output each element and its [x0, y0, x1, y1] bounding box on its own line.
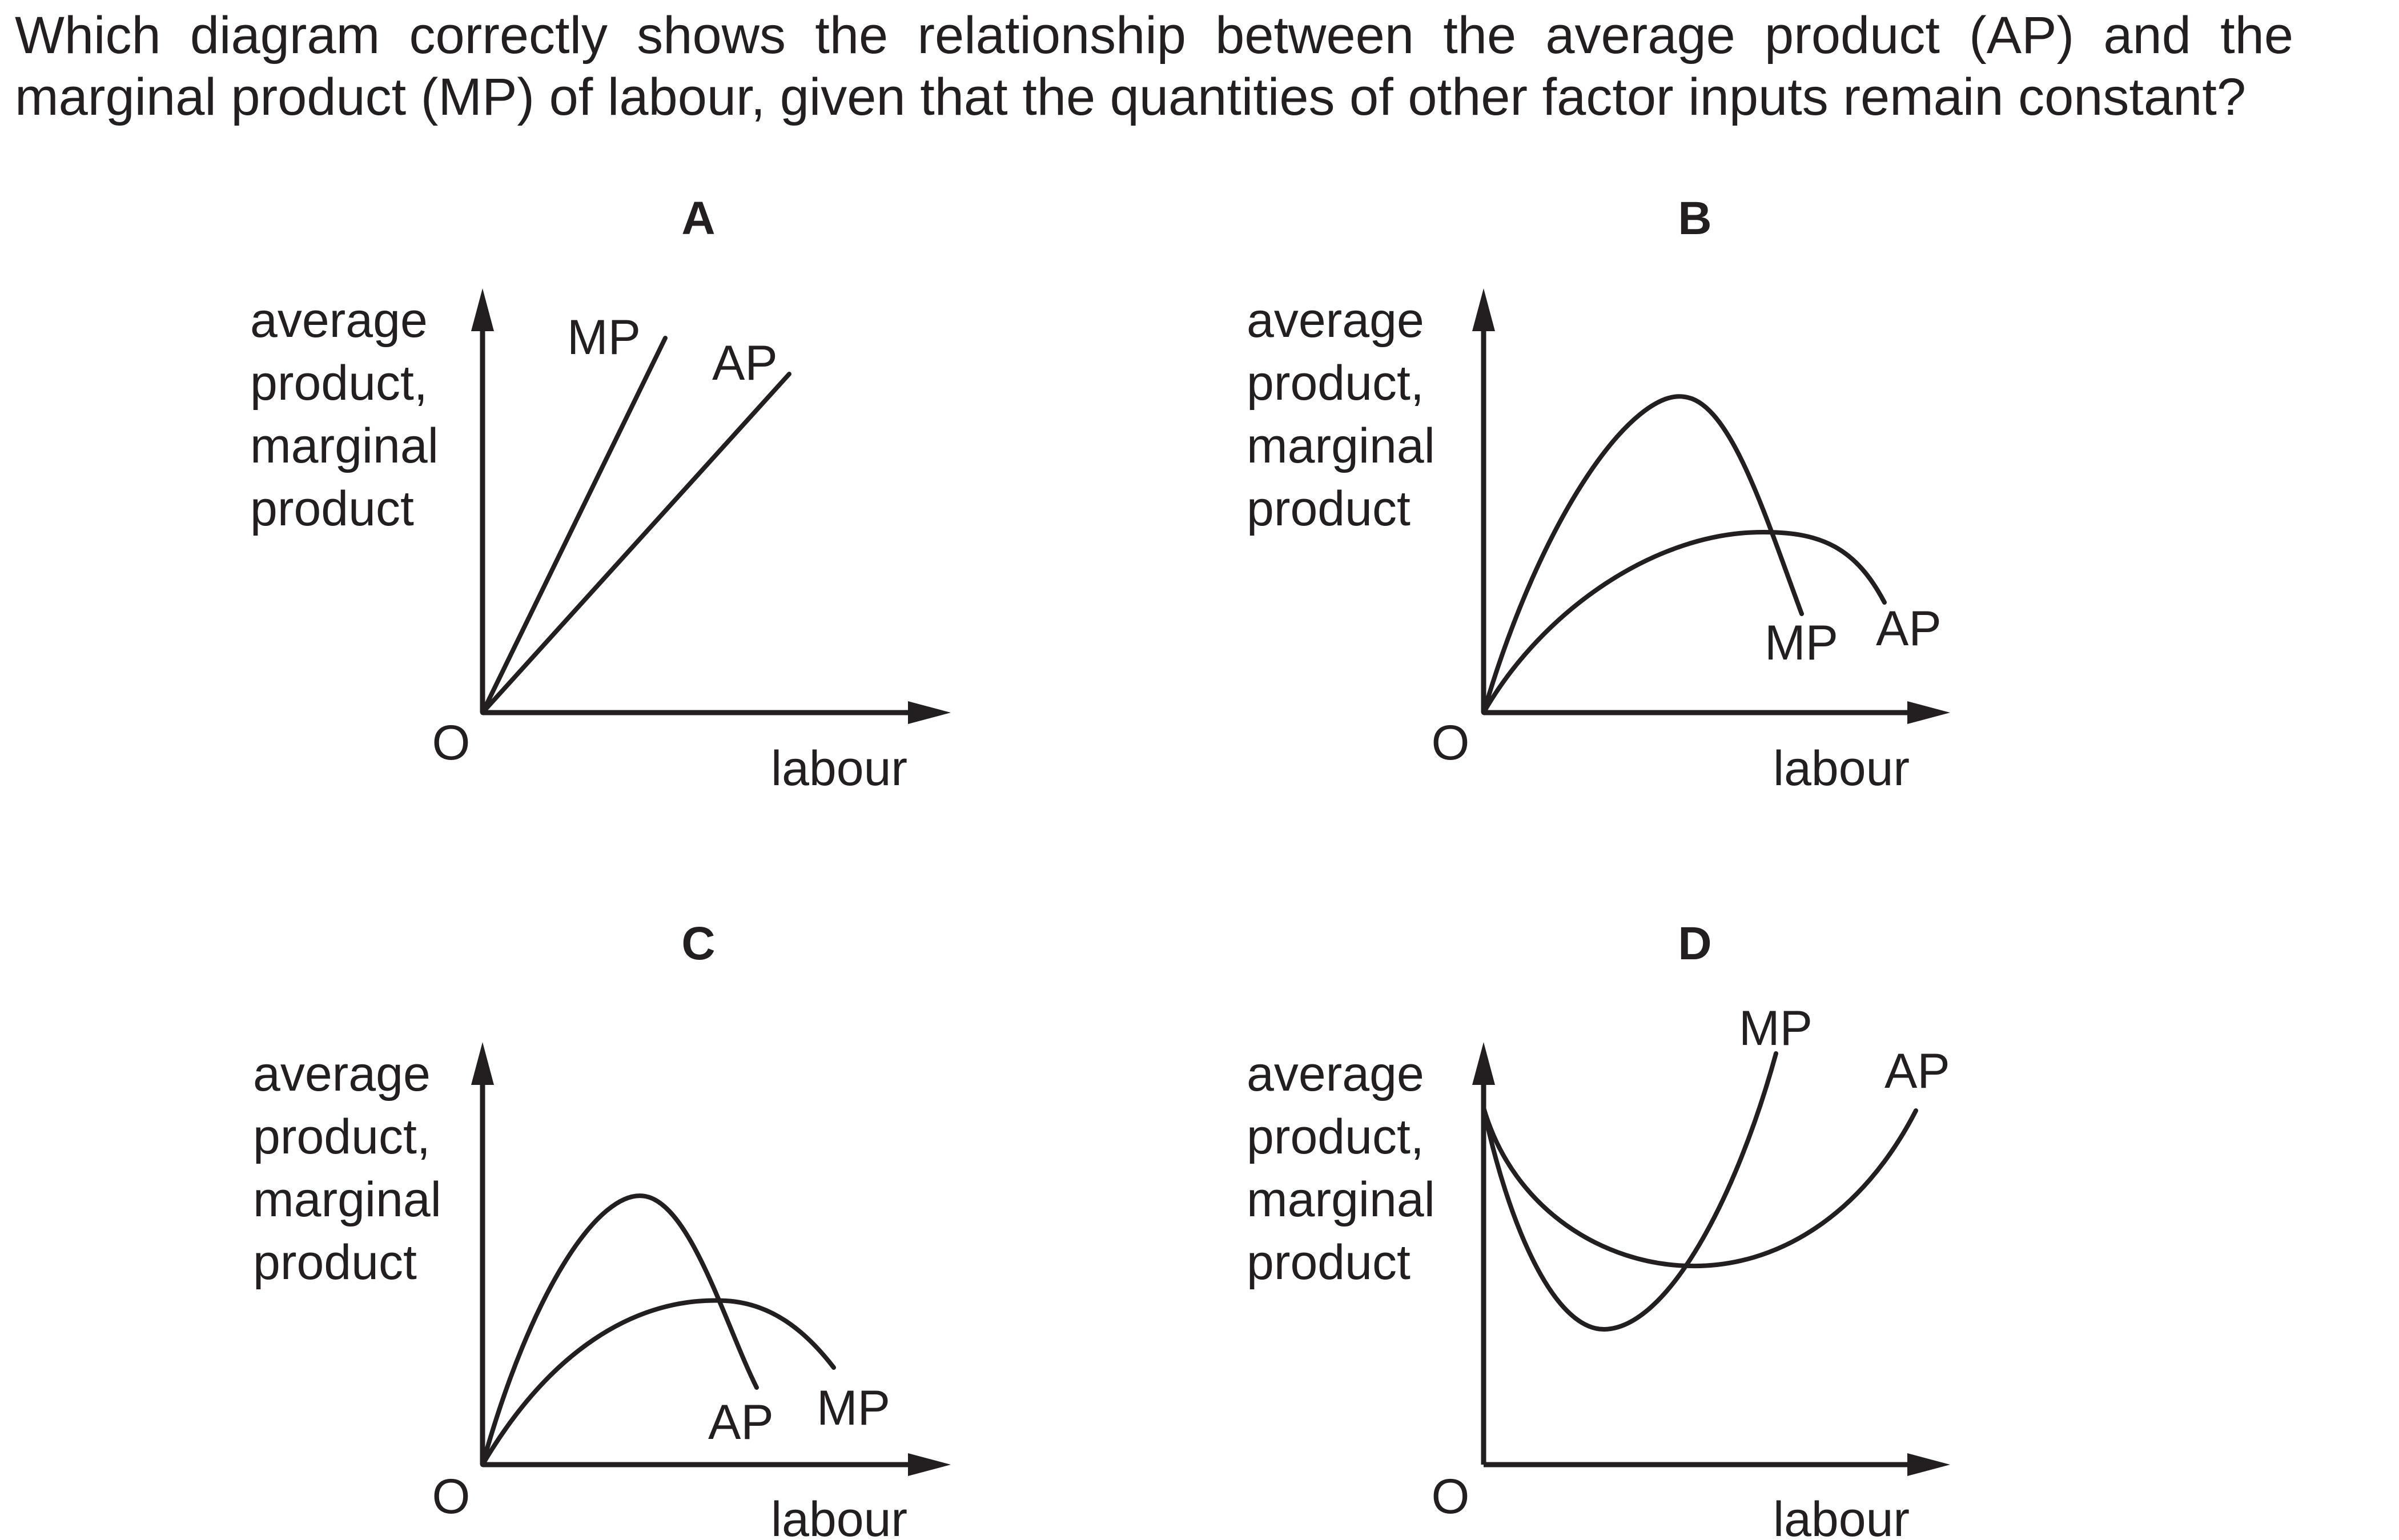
panel-a-ap-label: AP [712, 336, 778, 391]
panel-c-y-axis-arrow [471, 1042, 494, 1085]
panel-c-y-label-line1: average [253, 1047, 431, 1101]
panel-c-letter: C [681, 918, 715, 970]
panel-b-mp-curve [1481, 394, 1804, 715]
panel-c-x-label: labour [771, 1492, 907, 1540]
panel-d-y-axis-arrow [1472, 1042, 1495, 1085]
question-text: Which diagram correctly shows the relati… [15, 6, 2293, 126]
panel-a-y-label-line2: product, [250, 356, 428, 411]
panel-a-y-axis-arrow [471, 288, 494, 331]
panel-d-x-label: labour [1773, 1492, 1910, 1540]
panel-b: B average product, marginal product O la… [1247, 192, 1950, 796]
panel-d-letter: D [1678, 918, 1711, 970]
panel-a-y-label-line3: marginal [250, 419, 439, 473]
panel-a-origin-label: O [432, 715, 471, 770]
panel-b-y-axis-arrow [1472, 288, 1495, 331]
panel-c-y-label-line4: product [253, 1235, 417, 1290]
panel-d-y-label-line4: product [1247, 1235, 1411, 1290]
panel-b-y-label-line3: marginal [1247, 419, 1435, 473]
panel-c-mp-label: MP [817, 1381, 890, 1436]
panel-d-y-label-line3: marginal [1247, 1172, 1435, 1227]
panel-b-letter: B [1678, 192, 1711, 244]
panel-a-x-axis-arrow [908, 701, 951, 724]
panel-d-origin-label: O [1432, 1469, 1470, 1524]
panel-c-ap-curve [480, 1193, 759, 1467]
panel-a-x-label: labour [771, 741, 907, 796]
panel-d-mp-label: MP [1739, 1001, 1813, 1056]
panel-d-mp-curve [1481, 1051, 1778, 1332]
panel-b-x-axis-arrow [1907, 701, 1950, 724]
panel-a-mp-curve [480, 336, 668, 715]
panel-c-ap-label: AP [708, 1395, 774, 1450]
panel-c-y-label-line2: product, [253, 1109, 431, 1164]
panel-b-ap-curve [1481, 529, 1887, 715]
panel-b-y-label-line1: average [1247, 293, 1424, 348]
panel-b-x-label: labour [1773, 741, 1910, 796]
panel-d-ap-curve [1481, 1105, 1918, 1269]
panel-a-letter: A [681, 192, 715, 244]
panel-c: C average product, marginal product O la… [253, 918, 951, 1540]
panel-d-x-axis-arrow [1907, 1453, 1950, 1476]
panel-b-mp-label: MP [1765, 616, 1838, 670]
panel-b-y-label-line2: product, [1247, 356, 1424, 411]
panel-a-ap-curve [480, 372, 791, 715]
panel-b-ap-label: AP [1876, 601, 1942, 656]
panel-d-y-label-line2: product, [1247, 1109, 1424, 1164]
panel-d: D average product, marginal product O la… [1247, 918, 1950, 1540]
panel-c-mp-curve [480, 1298, 836, 1467]
panel-b-y-label-line4: product [1247, 481, 1411, 536]
panel-a: A average product, marginal product O la… [250, 192, 951, 796]
panel-b-origin-label: O [1432, 715, 1470, 770]
panel-c-y-label-line3: marginal [253, 1172, 441, 1227]
panel-d-y-label-line1: average [1247, 1047, 1424, 1101]
panel-d-ap-label: AP [1884, 1044, 1950, 1099]
panel-c-x-axis-arrow [908, 1453, 951, 1476]
panel-a-y-label-line1: average [250, 293, 428, 348]
panel-c-origin-label: O [432, 1469, 471, 1524]
panel-a-mp-label: MP [567, 310, 641, 365]
panel-a-y-label-line4: product [250, 481, 414, 536]
